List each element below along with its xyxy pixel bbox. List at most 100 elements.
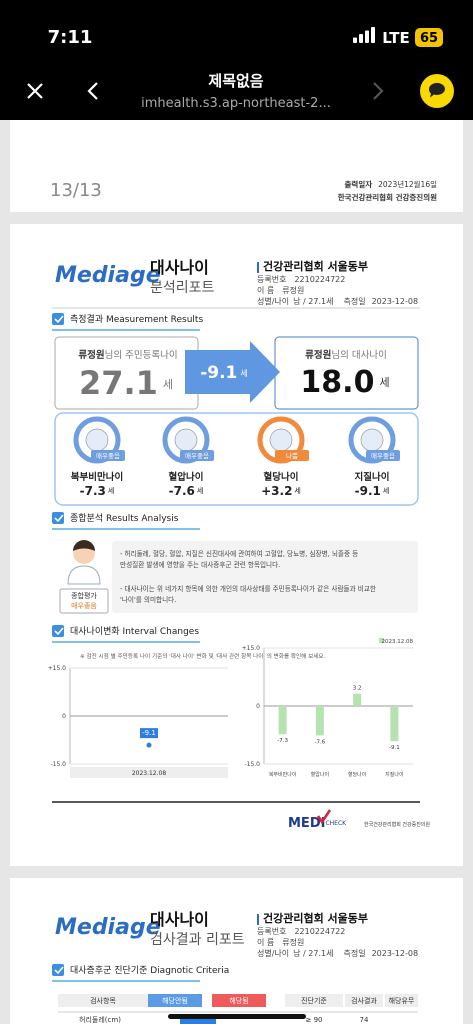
table-header: 해당안됨 bbox=[162, 996, 188, 1005]
analysis-text: - 대사나이는 위 네가지 항목에 의한 개인의 대사상태를 주민등록나이가 같… bbox=[120, 584, 376, 593]
print-date: 출력일자 2023년12월16일 bbox=[345, 179, 438, 189]
section-underline bbox=[52, 980, 200, 982]
text-part: 출력일자 bbox=[345, 179, 373, 189]
text-part: 대사나이 bbox=[150, 258, 209, 277]
page bbox=[10, 120, 463, 212]
text-part: -7.3 bbox=[277, 738, 288, 744]
report-subtitle: 검사결과 리포트 bbox=[150, 932, 245, 948]
text-part: Mediage bbox=[55, 263, 161, 288]
text-part: 2210224722 bbox=[294, 927, 345, 936]
report-title: 대사나이 bbox=[150, 258, 209, 277]
item-badge-label: 매우좋음 bbox=[96, 452, 120, 460]
issuer: 한국건강관리협회 건강증진의원 bbox=[338, 192, 437, 202]
text-part: ≥ 90 bbox=[306, 1016, 323, 1024]
table-header-cell bbox=[345, 994, 383, 1007]
table-header-cell bbox=[285, 994, 343, 1007]
network: LTE bbox=[382, 29, 410, 47]
text-part: 님의 주민등록나이 bbox=[105, 350, 178, 361]
table-cell: 74 bbox=[360, 1016, 369, 1024]
text-part: 류정원 bbox=[282, 285, 304, 295]
y-tick-label: 0 bbox=[256, 703, 260, 710]
text-part: +15.0 bbox=[242, 645, 261, 652]
eval-label: 종합평가 bbox=[71, 591, 97, 600]
text-part: 대사나이변화 Interval Changes bbox=[70, 626, 199, 637]
back-icon[interactable] bbox=[87, 82, 98, 100]
text-part: 세 bbox=[197, 486, 203, 495]
text-part: 74 bbox=[360, 1016, 369, 1024]
text-part: 지질나이 bbox=[355, 471, 390, 483]
text-part: 0 bbox=[256, 703, 260, 710]
section-underline bbox=[52, 641, 200, 643]
text-part: 진단기준 bbox=[301, 996, 327, 1005]
text-part: 검사결과 리포트 bbox=[150, 932, 245, 948]
eval-value: 매우좋음 bbox=[71, 602, 97, 610]
text-part: 대사나이 bbox=[150, 910, 209, 929]
table-header-cell bbox=[58, 994, 148, 1007]
forward-icon[interactable] bbox=[373, 82, 384, 100]
text-part: 복부비만나이 bbox=[71, 471, 123, 483]
text-part: 해당됨 bbox=[229, 996, 248, 1005]
x-tick-label: 혈압나이 bbox=[311, 771, 329, 778]
point bbox=[146, 742, 152, 748]
item-badge-label: 매우좋음 bbox=[185, 452, 209, 460]
text-part: 세 bbox=[383, 486, 389, 495]
text-part: 13/13 bbox=[50, 180, 102, 201]
close-icon[interactable] bbox=[27, 83, 43, 99]
text-part: 성별/나이 bbox=[257, 296, 289, 306]
text-part: 한국건강관리협회 건강증진의원 bbox=[364, 821, 430, 828]
text-part: 한국건강관리협회 건강증진의원 bbox=[338, 192, 437, 202]
check-mark bbox=[54, 315, 64, 324]
item-badge-label: 매우좋음 bbox=[371, 452, 395, 460]
section-heading: 대사나이변화 Interval Changes bbox=[70, 626, 199, 637]
item-label: 복부비만나이 bbox=[71, 471, 123, 483]
table-header: 검사항목 bbox=[90, 996, 116, 1005]
org: 건강관리협회 서울동부 bbox=[263, 259, 368, 273]
text-part: 2023-12-08 bbox=[372, 297, 419, 306]
analysis-text: '나이'를 의미합니다. bbox=[120, 595, 176, 604]
text-part: -7.6 bbox=[169, 484, 195, 498]
text-part: 매우좋음 bbox=[96, 452, 120, 460]
text-part: 검사항목 bbox=[90, 996, 116, 1005]
item-icon-inner bbox=[269, 428, 293, 452]
clock: 7:11 bbox=[48, 27, 93, 48]
header-accent bbox=[257, 262, 259, 273]
text-part: +15.0 bbox=[48, 665, 67, 672]
chat-icon bbox=[428, 82, 445, 98]
item-badge bbox=[91, 450, 125, 461]
table-header: 검사결과 bbox=[351, 996, 377, 1005]
text-part: 이 름 bbox=[257, 285, 274, 295]
text-part: 65 bbox=[420, 31, 438, 46]
text-part: 대사증후군 진단기준 Diagnotic Criteria bbox=[70, 965, 229, 976]
check-icon bbox=[52, 313, 64, 325]
item-badge-label: 나쁨 bbox=[286, 451, 298, 460]
text-part: -15.0 bbox=[50, 761, 66, 768]
y-tick-label: -15.0 bbox=[50, 761, 66, 768]
signal-bar bbox=[371, 27, 375, 43]
resident-age: 27.1 세 bbox=[79, 364, 173, 402]
text-part: 2023.12.08 bbox=[382, 639, 414, 645]
text-part: 류정원 bbox=[78, 349, 104, 361]
section-underline bbox=[52, 528, 200, 530]
item-icon-inner bbox=[360, 428, 384, 452]
patient-info: 성별/나이 남 / 27.1세 측정일 2023-12-08 bbox=[257, 296, 418, 306]
doctor-body bbox=[67, 565, 101, 585]
reg: 등록번호 2210224722 bbox=[257, 927, 345, 936]
item-label: 혈당나이 bbox=[264, 471, 299, 483]
item-badge bbox=[275, 450, 309, 461]
item-icon-inner bbox=[174, 428, 198, 452]
text-part: -15.0 bbox=[244, 761, 260, 768]
text-part: -9.1 bbox=[142, 729, 156, 737]
text-part: 제목없음 bbox=[208, 72, 263, 90]
check-mark bbox=[54, 627, 64, 636]
text-part: 세 bbox=[294, 486, 300, 495]
footer-logo: MEDICHECK bbox=[288, 816, 347, 831]
arrow bbox=[185, 341, 280, 403]
text-part: 분석리포트 bbox=[150, 280, 215, 296]
section-underline bbox=[52, 329, 200, 331]
text-part: 2023-12-08 bbox=[372, 949, 419, 958]
section-heading: 측정결과 Measurement Results bbox=[70, 314, 203, 325]
text-part: 검사결과 bbox=[351, 996, 377, 1005]
text-part: 만성질환 발생에 영향을 주는 대사증후군 관련 항목입니다. bbox=[120, 560, 280, 569]
text-part: 세 bbox=[163, 378, 173, 391]
